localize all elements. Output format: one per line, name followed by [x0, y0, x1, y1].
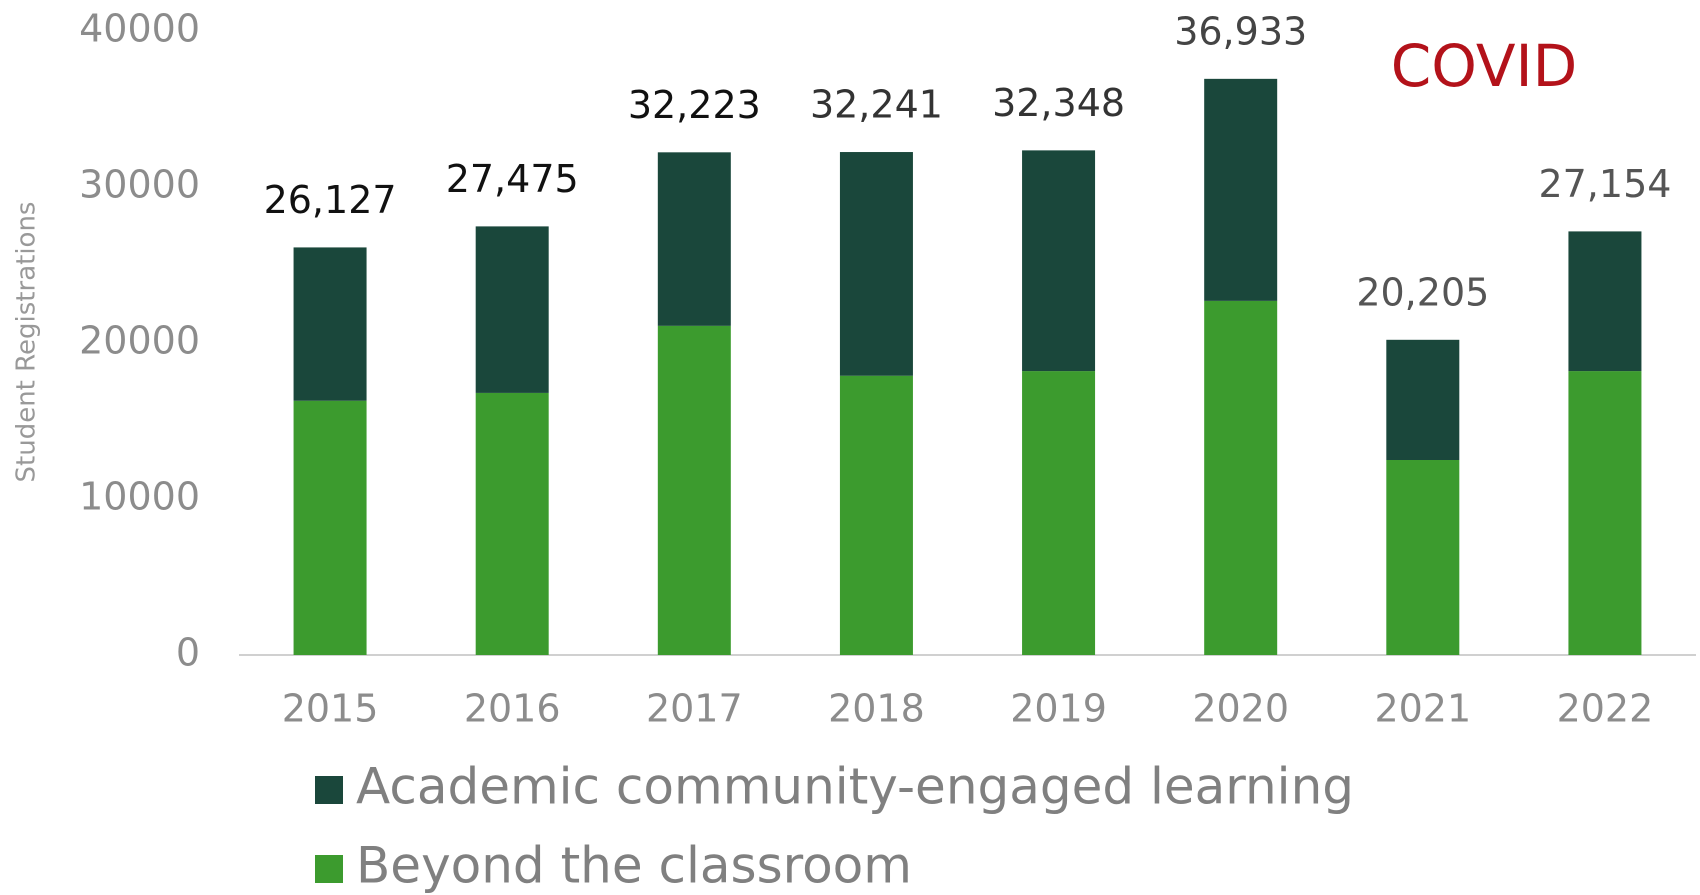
bar-segment: [1386, 460, 1460, 655]
x-tick-label: 2020: [1192, 687, 1289, 731]
y-tick-label: 40000: [79, 7, 200, 51]
bar-segment: [1022, 371, 1096, 655]
y-tick-label: 0: [176, 631, 200, 675]
x-tick-label: 2015: [282, 687, 379, 731]
total-label: 32,241: [810, 83, 943, 127]
total-label: 36,933: [1174, 9, 1307, 53]
bar-segment: [293, 400, 367, 655]
y-axis-title: Student Registrations: [12, 202, 42, 483]
annotation: COVID: [1391, 32, 1578, 100]
x-tick-label: 2016: [464, 687, 561, 731]
legend-label: Beyond the classroom: [356, 837, 912, 895]
legend-swatch: [315, 855, 343, 883]
bar-segment: [1568, 231, 1642, 372]
bar-segment: [657, 325, 731, 655]
total-label: 20,205: [1356, 270, 1489, 314]
y-tick-label: 10000: [79, 475, 200, 519]
bar-segment: [839, 152, 913, 376]
bar-segment: [293, 247, 367, 401]
total-label: 32,348: [992, 81, 1125, 125]
y-tick-label: 30000: [79, 163, 200, 207]
bar-segment: [475, 226, 549, 393]
bar-segment: [475, 392, 549, 655]
bar-segment: [1568, 371, 1642, 655]
total-label: 27,154: [1538, 162, 1671, 206]
bar-segment: [1022, 150, 1096, 372]
legend-swatch: [315, 776, 343, 804]
total-label: 27,475: [446, 157, 579, 201]
x-tick-label: 2019: [1010, 687, 1107, 731]
x-tick-label: 2018: [828, 687, 925, 731]
total-label: 26,127: [264, 178, 397, 222]
y-tick-label: 20000: [79, 319, 200, 363]
bar-segment: [1204, 300, 1278, 655]
x-tick-label: 2017: [646, 687, 743, 731]
total-label: 32,223: [628, 83, 761, 127]
bar-segment: [1386, 339, 1460, 460]
x-tick-label: 2021: [1374, 687, 1471, 731]
x-tick-label: 2022: [1557, 687, 1654, 731]
bar-segment: [657, 152, 731, 326]
bar-segment: [839, 375, 913, 655]
legend-label: Academic community-engaged learning: [356, 758, 1354, 816]
bar-segment: [1204, 78, 1278, 301]
